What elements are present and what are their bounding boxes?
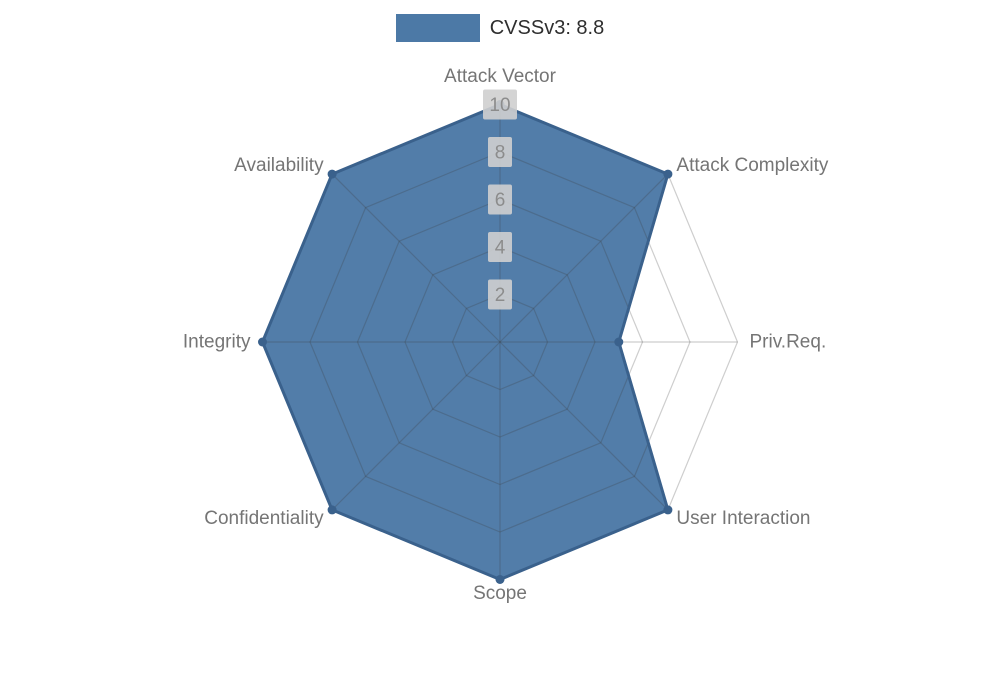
- tick-label: 8: [495, 143, 506, 164]
- grid-ring: [451, 293, 549, 391]
- data-point[interactable]: [327, 169, 337, 179]
- data-point[interactable]: [327, 505, 337, 515]
- tick-label: 2: [495, 285, 506, 306]
- grid-spoke: [331, 341, 501, 511]
- data-polygon-fill: [262, 104, 668, 580]
- axis-label: Attack Vector: [444, 66, 557, 87]
- axis-label: Attack Complexity: [676, 155, 829, 176]
- tick-labels: 2 4 6 8 10: [483, 89, 517, 310]
- grid-spoke: [331, 173, 501, 343]
- tick-backdrop: [488, 137, 512, 167]
- legend-swatch: [395, 14, 480, 42]
- grid-spoke: [499, 341, 669, 511]
- tick-label: 6: [495, 190, 506, 211]
- tick-label: 4: [495, 238, 506, 259]
- tick-label: 10: [489, 95, 510, 116]
- axis-label: Priv.Req.: [750, 332, 827, 353]
- data-point[interactable]: [495, 575, 505, 584]
- axis-label: User Interaction: [676, 508, 810, 529]
- tick-backdrop: [488, 279, 512, 310]
- data-point[interactable]: [614, 337, 624, 347]
- chart-legend[interactable]: CVSSv3: 8.8: [0, 14, 1000, 42]
- grid-ring: [404, 246, 596, 438]
- data-point[interactable]: [258, 337, 267, 347]
- grid-spoke: [499, 173, 669, 343]
- grid-ring: [356, 198, 644, 486]
- axis-label: Availability: [234, 155, 324, 176]
- grid-ring: [309, 151, 691, 533]
- tick-backdrop: [483, 89, 517, 120]
- axis-label: Integrity: [183, 332, 251, 353]
- data-point[interactable]: [663, 505, 673, 515]
- tick-backdrop: [488, 184, 512, 215]
- legend-label: CVSSv3: 8.8: [489, 16, 605, 39]
- axis-label: Scope: [473, 583, 527, 604]
- data-point[interactable]: [663, 169, 673, 179]
- axis-label: Confidentiality: [204, 508, 324, 529]
- tick-backdrop: [488, 232, 512, 262]
